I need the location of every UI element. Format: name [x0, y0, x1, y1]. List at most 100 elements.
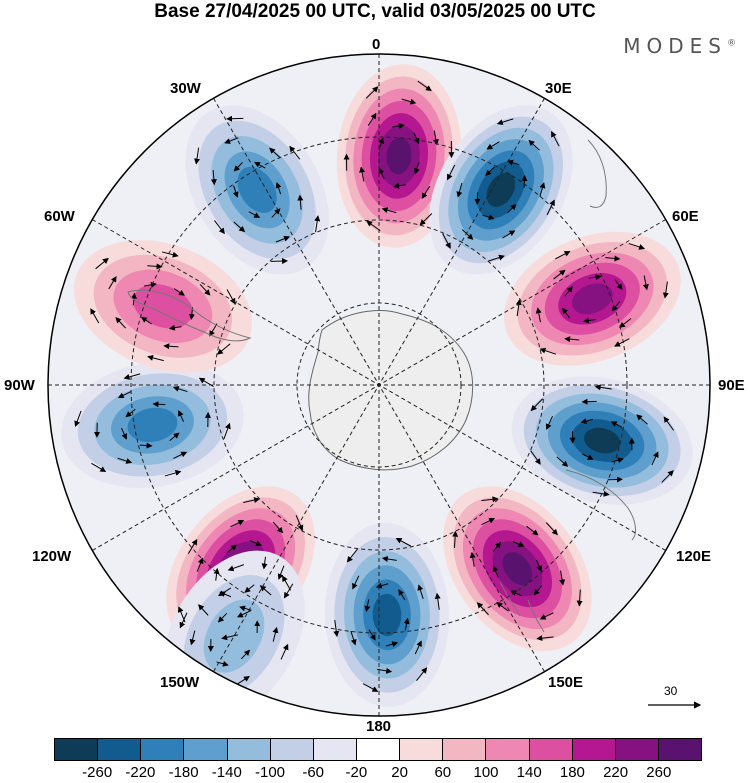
wind-arrow — [367, 112, 377, 126]
wind-arrow — [91, 462, 107, 472]
wind-arrow — [401, 98, 417, 105]
wind-arrow — [582, 453, 594, 460]
wind-arrow — [564, 336, 580, 343]
wind-arrow — [434, 592, 441, 610]
anomaly-contour — [486, 172, 516, 207]
colorbar-tick-label: -260 — [82, 764, 113, 781]
wind-arrow — [240, 649, 251, 660]
reference-vector-arrow — [648, 701, 702, 709]
wind-arrow — [395, 537, 412, 547]
wind-arrow — [636, 414, 648, 425]
wind-arrow — [259, 585, 272, 596]
colorbar-swatch — [615, 739, 659, 760]
wind-arrow — [539, 612, 554, 620]
registered-mark: ® — [727, 38, 736, 49]
wind-arrow — [421, 185, 431, 200]
wind-arrow — [580, 418, 594, 424]
wind-arrow — [173, 451, 188, 459]
wind-arrow — [607, 476, 623, 483]
wind-arrow — [289, 145, 301, 160]
wind-arrow — [125, 408, 136, 418]
wind-arrow — [576, 589, 583, 607]
wind-arrow — [177, 410, 184, 422]
wind-arrow — [248, 211, 261, 218]
wind-arrow — [378, 137, 385, 150]
wind-arrow — [403, 617, 410, 631]
wind-arrow — [275, 235, 290, 243]
wind-arrow — [147, 354, 164, 362]
wind-arrow — [530, 450, 541, 465]
anomaly-contour — [372, 593, 402, 637]
wind-arrow — [488, 254, 505, 262]
lon-label-30w: 30W — [170, 80, 201, 97]
circulation-arrows — [177, 497, 304, 641]
wind-arrow — [417, 80, 432, 92]
modes-logo: MODES® — [623, 34, 736, 58]
wind-arrow — [352, 575, 360, 590]
wind-arrow — [333, 619, 340, 638]
wind-arrow — [199, 284, 211, 296]
wind-arrow — [559, 570, 566, 586]
lon-label-150w: 150W — [160, 674, 200, 691]
wind-arrow — [236, 610, 251, 618]
colorbar-swatch — [313, 739, 357, 760]
wind-arrow — [485, 166, 495, 176]
new-zealand-coast — [499, 581, 545, 633]
wind-arrow — [226, 544, 237, 554]
wind-arrow — [507, 159, 520, 166]
wind-arrow — [592, 490, 610, 497]
wind-arrow — [432, 130, 439, 146]
wind-arrow — [214, 220, 225, 235]
wind-arrow — [269, 147, 281, 159]
colorbar-swatch — [55, 739, 99, 760]
wind-arrow — [277, 565, 285, 580]
wind-arrow — [651, 451, 659, 466]
circulation-arrows — [530, 384, 675, 497]
wind-arrow — [583, 317, 596, 324]
colorbar-tick-label: -60 — [302, 764, 325, 781]
wind-arrow — [545, 415, 553, 430]
wind-arrow — [173, 288, 185, 296]
wind-arrow — [359, 166, 366, 182]
wind-arrow — [661, 470, 674, 483]
wind-arrow — [108, 275, 117, 290]
wind-arrow — [536, 635, 554, 642]
wind-arrow — [216, 343, 231, 355]
wind-arrow — [226, 115, 244, 122]
wind-arrow — [152, 401, 166, 408]
wind-arrow — [161, 251, 179, 258]
south-america-coast — [127, 289, 252, 342]
wind-arrow — [209, 323, 218, 337]
wind-arrow — [207, 639, 214, 652]
wind-arrow — [172, 385, 188, 393]
wind-arrow — [535, 307, 542, 323]
wind-arrow — [507, 203, 517, 214]
wind-arrow — [481, 517, 496, 526]
lon-label-120w: 120W — [32, 548, 72, 565]
wind-arrow — [605, 255, 621, 262]
wind-arrow — [366, 220, 381, 232]
colorbar-swatch — [572, 739, 616, 760]
wind-arrow — [196, 557, 204, 572]
wind-arrow — [530, 398, 544, 412]
wind-arrow — [224, 137, 239, 144]
wind-arrow — [536, 559, 543, 572]
wind-arrow — [232, 185, 239, 198]
wind-arrow — [614, 279, 623, 290]
wind-arrow — [377, 667, 393, 674]
lon-label-180: 180 — [366, 718, 392, 735]
wind-arrow — [502, 230, 516, 239]
wind-arrow — [94, 422, 101, 438]
wind-arrow — [611, 457, 624, 464]
wind-arrow — [218, 587, 232, 597]
wind-arrow — [115, 317, 127, 329]
negative-anomaly — [511, 376, 693, 505]
positive-anomaly — [73, 240, 252, 373]
colorbar-tick-label: -220 — [125, 764, 156, 781]
wind-arrow — [556, 456, 569, 467]
wind-arrow — [147, 263, 163, 270]
wind-arrow — [381, 207, 397, 214]
wind-arrow — [297, 194, 304, 210]
lon-label-60w: 60W — [44, 208, 75, 225]
wind-arrow — [343, 153, 350, 171]
